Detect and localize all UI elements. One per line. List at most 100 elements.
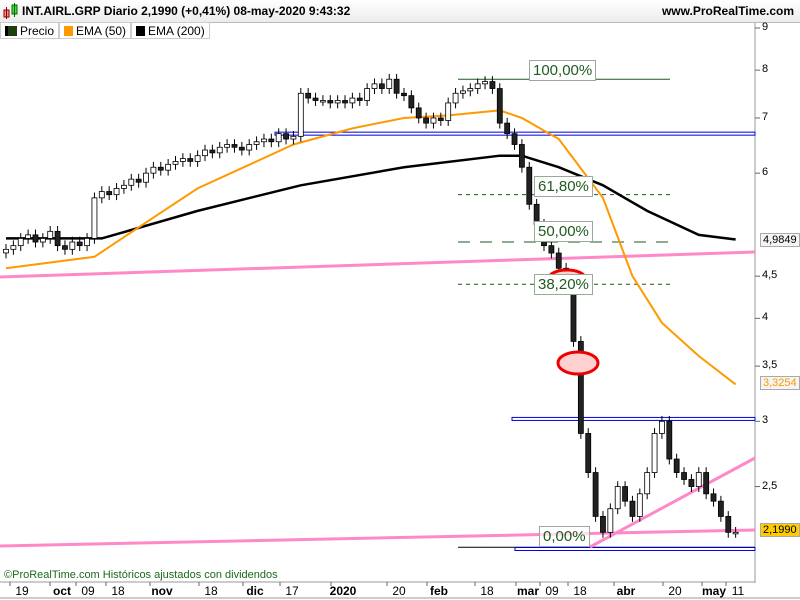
- candle-body: [47, 230, 54, 239]
- candle-body: [261, 138, 267, 143]
- candle: [98, 186, 105, 204]
- candle: [275, 128, 282, 148]
- candle: [607, 503, 614, 538]
- candle: [460, 85, 466, 99]
- candle-body: [39, 238, 46, 243]
- candle: [725, 511, 732, 538]
- candle: [452, 87, 459, 109]
- candle-body: [283, 133, 289, 140]
- ema200-line: [6, 154, 736, 241]
- fib-label-50[interactable]: 50,00%: [534, 221, 593, 242]
- y-tick-label: 3: [762, 414, 769, 427]
- plot-area: [0, 38, 755, 583]
- candle-body: [378, 83, 385, 89]
- candle-body: [703, 472, 710, 495]
- candle: [710, 488, 717, 507]
- candle-body: [268, 138, 275, 143]
- x-tick-label: feb: [430, 584, 448, 598]
- ema200-last-value: 4,9849: [760, 233, 800, 247]
- candle-body: [474, 83, 481, 89]
- candle: [430, 112, 437, 129]
- candle: [62, 240, 68, 255]
- candle: [268, 133, 275, 148]
- candle: [673, 453, 680, 478]
- trend-lines[interactable]: [0, 250, 756, 549]
- candle: [474, 78, 481, 94]
- candle-body: [526, 166, 533, 205]
- candle-body: [216, 146, 223, 154]
- site-link[interactable]: www.ProRealTime.com: [661, 4, 794, 18]
- candle-body: [629, 500, 636, 517]
- candle-body: [76, 241, 83, 247]
- y-tick-label: 8: [762, 63, 769, 76]
- candle: [246, 139, 253, 156]
- candle: [187, 153, 194, 167]
- candle-body: [135, 178, 142, 183]
- fib-label-0[interactable]: 0,00%: [539, 526, 590, 547]
- candle: [238, 141, 245, 156]
- candle: [305, 87, 312, 104]
- x-tick-label: 20: [668, 584, 682, 598]
- fib-label-618[interactable]: 61,80%: [534, 176, 593, 197]
- candle-body: [98, 191, 105, 199]
- candle: [135, 173, 142, 188]
- candle: [356, 92, 363, 106]
- candle: [695, 467, 702, 492]
- x-tick-label: 11: [731, 584, 745, 598]
- marker-ellipse-gap[interactable]: [556, 350, 600, 376]
- legend-price[interactable]: Precio: [0, 22, 60, 39]
- candle-body: [511, 133, 518, 145]
- ema50-swatch-icon: [64, 25, 74, 36]
- trendline-lower[interactable]: [0, 528, 756, 548]
- candle: [172, 156, 179, 170]
- candle-body: [364, 88, 371, 101]
- candle: [157, 161, 164, 176]
- fib-label-100[interactable]: 100,00%: [529, 60, 597, 81]
- candle-body: [460, 90, 466, 94]
- candle: [202, 144, 208, 162]
- candle-body: [275, 133, 282, 143]
- candle-body: [106, 191, 113, 196]
- candle-body: [577, 341, 584, 434]
- candle: [320, 95, 326, 106]
- trendline-rising[interactable]: [589, 456, 756, 549]
- candle-body: [415, 107, 422, 119]
- candle: [681, 467, 687, 485]
- ema200-swatch-icon: [136, 25, 146, 36]
- y-tick-label: 6: [762, 166, 769, 179]
- candle: [614, 481, 621, 515]
- candle-body: [32, 234, 39, 243]
- candle-body: [592, 472, 599, 517]
- candle: [47, 226, 54, 244]
- candle: [143, 167, 149, 188]
- candle-body: [659, 420, 665, 434]
- legend: Precio EMA (50) EMA (200): [0, 22, 210, 39]
- candle-body: [467, 88, 474, 92]
- candle-body: [62, 245, 68, 250]
- fib-label-382[interactable]: 38,20%: [534, 274, 593, 295]
- candle-body: [371, 83, 378, 89]
- candle: [91, 192, 98, 244]
- candle-body: [253, 141, 260, 145]
- legend-ema50[interactable]: EMA (50): [59, 22, 132, 39]
- candle-body: [334, 100, 341, 104]
- candle-body: [710, 493, 717, 502]
- candle-body: [128, 178, 135, 186]
- candle: [496, 83, 503, 129]
- y-tick-label: 2,5: [762, 479, 778, 492]
- candle-body: [695, 472, 702, 487]
- price-swatch-icon: [5, 25, 17, 36]
- candle-body: [482, 81, 488, 85]
- candle-body: [224, 144, 231, 148]
- candle: [629, 495, 636, 522]
- candle-body: [69, 241, 76, 250]
- candle-body: [437, 117, 444, 121]
- candle-body: [519, 144, 525, 168]
- candle-body: [622, 486, 628, 502]
- legend-ema200[interactable]: EMA (200): [131, 22, 210, 39]
- trendline-upper[interactable]: [0, 250, 756, 279]
- candle: [165, 158, 172, 176]
- candlestick-logo-icon: [3, 3, 18, 19]
- candle-body: [489, 81, 496, 89]
